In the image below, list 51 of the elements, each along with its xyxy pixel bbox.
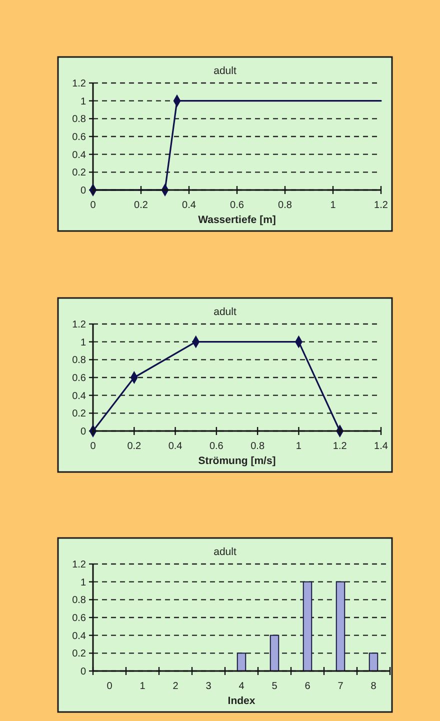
y-tick-label: 0.6 (72, 373, 86, 384)
y-tick-label: 0.8 (72, 114, 86, 126)
y-tick-label: 0.8 (72, 595, 86, 606)
x-tick-label: 1 (330, 200, 336, 211)
y-tick-label: 0.4 (72, 390, 86, 402)
y-tick-label: 1.2 (72, 560, 86, 570)
y-tick-label: 1 (80, 96, 86, 108)
x-tick-label: 4 (238, 681, 245, 692)
y-tick-label: 0.2 (72, 648, 86, 660)
y-tick-label: 1 (80, 337, 86, 348)
chart-title: adult (214, 306, 236, 318)
x-tick-label: 0 (106, 681, 113, 692)
x-tick-label: 1 (296, 441, 302, 452)
y-tick-label: 1.2 (72, 320, 86, 330)
x-tick-label: 0.4 (168, 441, 183, 452)
x-axis-title: Strömung [m/s] (198, 455, 276, 467)
x-tick-label: 1.4 (374, 441, 388, 452)
y-tick-label: 0.8 (72, 355, 86, 366)
y-tick-label: 1.2 (72, 78, 86, 90)
y-tick-label: 0.2 (72, 168, 86, 179)
x-tick-label: 0.4 (182, 200, 196, 211)
x-tick-label: 2 (172, 681, 179, 692)
x-tick-label: 1 (140, 681, 146, 692)
x-tick-label: 0.6 (230, 200, 244, 211)
y-tick-label: 0 (80, 426, 86, 438)
y-tick-label: 0.6 (72, 132, 86, 143)
x-tick-label: 6 (304, 681, 311, 692)
x-tick-label: 0.8 (278, 200, 292, 211)
x-tick-label: 0 (90, 441, 96, 452)
x-axis-title: Wassertiefe [m] (198, 214, 276, 226)
x-tick-label: 8 (370, 681, 377, 692)
y-tick-label: 0.6 (72, 613, 86, 624)
y-tick-label: 0.4 (72, 630, 86, 642)
x-tick-label: 0.2 (134, 200, 148, 211)
x-tick-label: 0 (90, 200, 96, 211)
y-tick-label: 0 (80, 186, 86, 196)
chart-title: adult (214, 65, 236, 77)
y-tick-label: 1 (80, 577, 86, 588)
y-tick-label: 0.4 (72, 150, 86, 161)
chart-title: adult (214, 546, 236, 558)
x-tick-label: 1.2 (374, 200, 388, 211)
x-axis-title: Index (228, 695, 256, 707)
x-tick-label: 7 (338, 681, 344, 692)
x-tick-label: 0.6 (209, 441, 224, 452)
x-tick-label: 0.2 (127, 441, 142, 452)
x-tick-label: 0.8 (250, 441, 265, 452)
y-tick-label: 0 (80, 666, 86, 678)
y-tick-label: 0.2 (72, 408, 86, 420)
x-tick-label: 1.2 (332, 441, 348, 452)
x-tick-label: 5 (272, 681, 278, 692)
x-tick-label: 3 (206, 681, 212, 692)
